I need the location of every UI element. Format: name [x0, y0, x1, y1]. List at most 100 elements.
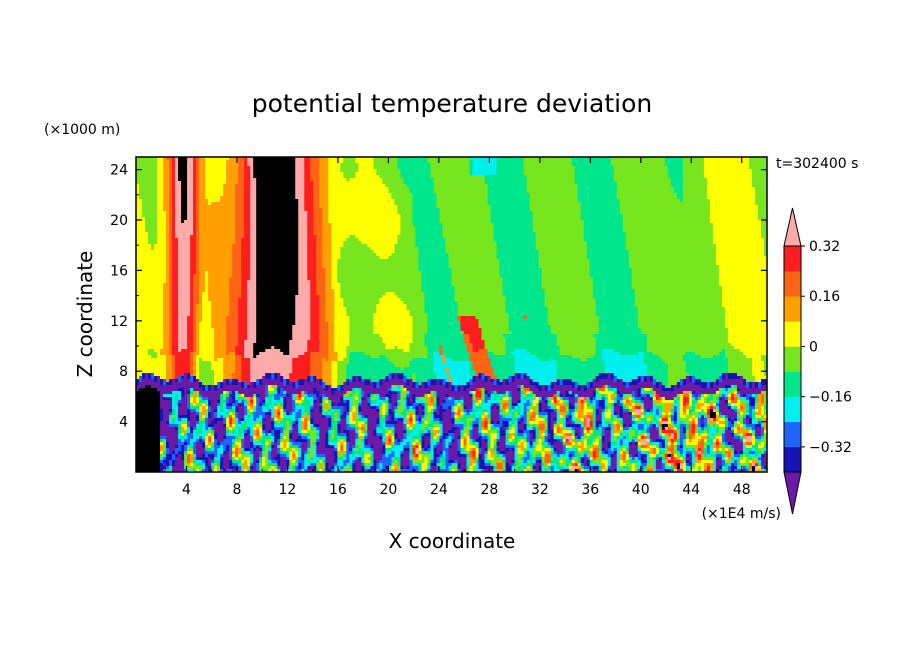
field-cell [226, 169, 239, 173]
field-cell [628, 385, 657, 389]
field-cell [412, 214, 441, 218]
field-cell [568, 403, 573, 407]
field-cell [307, 259, 317, 263]
field-cell [637, 316, 726, 320]
field-cell [412, 325, 429, 329]
field-cell [298, 271, 308, 275]
field-cell [343, 400, 347, 404]
field-cell [328, 433, 332, 437]
field-cell [166, 229, 170, 233]
field-cell [244, 235, 251, 239]
field-cell [298, 433, 302, 437]
field-cell [634, 391, 639, 395]
field-cell [442, 382, 447, 386]
field-cell [367, 430, 374, 434]
field-cell [352, 397, 356, 401]
field-cell [172, 361, 176, 365]
field-cell [733, 430, 738, 434]
field-cell [460, 433, 465, 437]
field-cell [604, 385, 609, 389]
field-cell [601, 352, 621, 356]
field-cell [619, 415, 624, 419]
field-cell [745, 385, 750, 389]
field-cell [514, 358, 540, 362]
field-cell [622, 382, 627, 386]
field-cell [340, 424, 347, 428]
field-cell [562, 427, 567, 431]
field-cell [385, 406, 389, 410]
field-cell [232, 250, 242, 254]
field-cell [601, 418, 606, 422]
field-cell [634, 301, 723, 305]
field-cell [322, 259, 332, 263]
field-cell [337, 370, 347, 374]
field-cell [349, 322, 374, 326]
field-cell [439, 403, 444, 407]
field-cell [223, 376, 233, 380]
field-cell [259, 352, 284, 356]
field-cell [637, 418, 642, 422]
field-cell [286, 379, 290, 383]
field-cell [484, 427, 489, 431]
field-cell [553, 397, 558, 401]
field-cell [400, 394, 408, 398]
field-cell [433, 394, 438, 398]
field-cell [274, 385, 278, 389]
field-cell [322, 262, 332, 266]
field-cell [436, 196, 489, 200]
field-cell [649, 430, 660, 434]
field-cell [580, 403, 585, 407]
field-cell [658, 415, 663, 419]
field-cell [265, 400, 269, 404]
field-cell [256, 385, 266, 389]
field-cell [598, 391, 615, 395]
field-cell [244, 193, 251, 197]
field-cell [193, 349, 197, 353]
field-cell [304, 412, 308, 416]
field-cell [304, 424, 308, 428]
field-cell [304, 175, 311, 179]
field-cell [721, 289, 767, 293]
field-cell [187, 331, 194, 335]
field-cell [310, 310, 320, 314]
field-cell [259, 382, 263, 386]
field-cell [547, 430, 555, 434]
field-cell [508, 430, 516, 434]
field-cell [631, 397, 636, 401]
field-cell [400, 232, 417, 236]
field-cell [355, 409, 359, 413]
field-cell [604, 394, 609, 398]
field-cell [178, 274, 191, 278]
field-cell [556, 379, 561, 383]
field-cell [160, 421, 167, 425]
field-cell [499, 427, 504, 431]
field-cell [205, 409, 209, 413]
field-cell [256, 187, 296, 191]
field-cell [511, 352, 531, 356]
field-cell [190, 391, 194, 395]
field-cell [163, 379, 167, 383]
field-cell [325, 283, 332, 287]
field-cell [433, 178, 486, 182]
field-cell [532, 424, 537, 428]
field-cell [496, 163, 525, 167]
field-cell [181, 397, 188, 401]
field-cell [331, 241, 344, 245]
field-cell [625, 385, 630, 389]
field-cell [169, 217, 173, 221]
field-cell [310, 352, 329, 356]
field-cell [586, 358, 603, 362]
field-cell [484, 424, 489, 428]
field-cell [460, 331, 465, 335]
field-cell [415, 244, 447, 248]
field-cell [412, 406, 417, 410]
field-cell [223, 187, 236, 191]
field-cell [262, 427, 266, 431]
field-cell [289, 352, 305, 356]
field-cell [226, 379, 230, 383]
field-cell [394, 418, 399, 422]
field-cell [322, 253, 332, 257]
field-cell [256, 280, 299, 284]
field-cell [631, 412, 636, 416]
field-cell [706, 400, 711, 404]
